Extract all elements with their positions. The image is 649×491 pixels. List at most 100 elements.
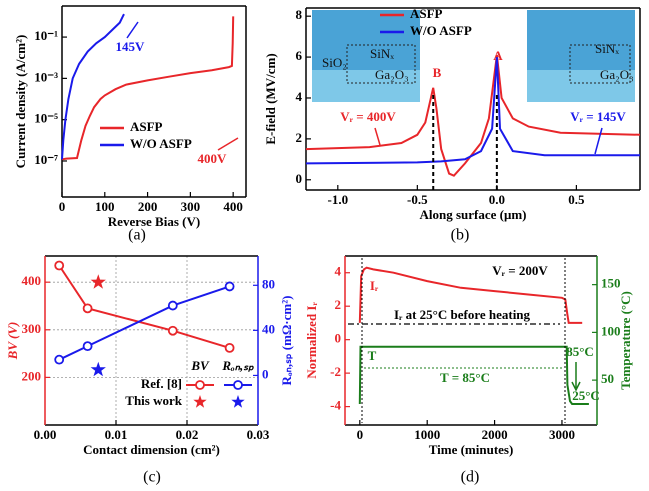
x-tick-label: 0 bbox=[357, 427, 364, 442]
x-tick-label: -1.0 bbox=[328, 192, 349, 207]
legend-swatch bbox=[231, 395, 245, 408]
x-tick-label: 200 bbox=[138, 199, 158, 214]
series-line bbox=[58, 285, 230, 361]
y-axis-title: E-field (MV/cm) bbox=[263, 53, 278, 144]
x-tick-label: 0.01 bbox=[105, 427, 128, 442]
annotation: B bbox=[433, 65, 442, 80]
marker bbox=[82, 341, 93, 352]
x-tick-label: 400 bbox=[223, 199, 243, 214]
y-tick-label: 200 bbox=[22, 368, 42, 383]
y-tick-label: 300 bbox=[22, 321, 42, 336]
legend-swatch bbox=[193, 395, 207, 408]
x-tick-label: 0.5 bbox=[568, 192, 585, 207]
y2-tick-label: 40 bbox=[262, 321, 275, 336]
x-axis-title: Time (minutes) bbox=[429, 442, 514, 457]
annotation: A bbox=[493, 48, 503, 63]
arrow bbox=[217, 137, 239, 151]
annotation: 400V bbox=[198, 151, 228, 166]
y-axis-title: Normalized Iᵣ bbox=[304, 302, 319, 379]
arrow bbox=[571, 362, 581, 392]
inset-zoom bbox=[346, 44, 416, 84]
legend-header: Rₒₙ,ₛₚ bbox=[221, 358, 254, 373]
inset-zoom bbox=[569, 44, 631, 84]
y2-tick-label: 80 bbox=[262, 276, 275, 291]
caption: (b) bbox=[451, 227, 470, 244]
legend-header: BV bbox=[190, 358, 210, 373]
series-line bbox=[58, 264, 230, 349]
y-tick-label: -2 bbox=[330, 364, 341, 379]
inset-label: SiNₓ bbox=[370, 46, 394, 61]
y-tick-label: 400 bbox=[22, 273, 42, 288]
y-tick-label: 4 bbox=[296, 89, 303, 104]
x-tick-label: 2000 bbox=[482, 427, 508, 442]
arrow bbox=[594, 127, 603, 155]
y2-tick-label: 0 bbox=[262, 366, 269, 381]
x-tick-label: 0 bbox=[59, 199, 66, 214]
arrow bbox=[126, 21, 139, 39]
inset-layer bbox=[527, 70, 635, 102]
legend-label: This work bbox=[125, 393, 182, 408]
series-line bbox=[61, 16, 235, 161]
inset-label: SiNₓ bbox=[595, 41, 619, 56]
x-axis-title: Reverse Bias (V) bbox=[108, 214, 200, 229]
annotation: T = 85°C bbox=[440, 370, 490, 385]
legend-label: W/O ASFP bbox=[410, 23, 472, 38]
legend-label: ASFP bbox=[130, 119, 163, 134]
x-tick-label: 3000 bbox=[549, 427, 575, 442]
y-tick-label: 2 bbox=[296, 130, 303, 145]
x-tick-label: 0.00 bbox=[34, 427, 57, 442]
annotation: Vᵣ = 145V bbox=[570, 109, 626, 124]
x-axis-title: Along surface (μm) bbox=[419, 207, 526, 222]
annotation: 145V bbox=[116, 39, 146, 54]
marker bbox=[224, 342, 235, 353]
y2-axis-title: Rₒₙ,ₛₚ (mΩ·cm²) bbox=[279, 296, 294, 386]
annotation: Vᵣ = 400V bbox=[340, 109, 396, 124]
marker bbox=[82, 303, 93, 314]
inset-label: Ga₂O₃ bbox=[375, 67, 409, 82]
caption: (c) bbox=[143, 469, 161, 486]
annotation: 85°C bbox=[566, 344, 594, 359]
y2-tick-label: 150 bbox=[601, 276, 621, 291]
marker bbox=[224, 281, 235, 292]
series-line bbox=[61, 13, 125, 160]
marker bbox=[54, 260, 65, 271]
x-tick-label: 0.03 bbox=[247, 427, 270, 442]
x-tick-label: 100 bbox=[95, 199, 115, 214]
y-tick-label: 6 bbox=[296, 48, 303, 63]
series-line bbox=[358, 266, 583, 324]
y-tick-label: 10⁻⁷ bbox=[34, 152, 58, 167]
legend-label: ASFP bbox=[410, 6, 443, 21]
x-tick-label: 1000 bbox=[414, 427, 440, 442]
y-tick-label: 10⁻¹ bbox=[34, 28, 58, 43]
caption: (d) bbox=[461, 469, 480, 486]
y-tick-label: 8 bbox=[296, 7, 303, 22]
x-axis-title: Contact dimension (cm²) bbox=[83, 442, 220, 457]
annotation: 25°C bbox=[572, 388, 600, 403]
annotation: Vᵣ = 200V bbox=[492, 263, 548, 278]
y2-tick-label: 50 bbox=[601, 371, 614, 386]
x-tick-label: 0.02 bbox=[176, 427, 199, 442]
y-tick-label: 10⁻⁵ bbox=[34, 111, 58, 126]
annotation: Iᵣ bbox=[370, 278, 379, 293]
arrow bbox=[374, 127, 381, 146]
marker bbox=[167, 325, 178, 336]
y-axis-title: BV (V) bbox=[5, 322, 20, 361]
series-line bbox=[305, 54, 641, 177]
legend-label: Ref. [8] bbox=[141, 376, 182, 391]
marker bbox=[167, 300, 178, 311]
annotation: Iᵣ at 25°C before heating bbox=[394, 307, 531, 322]
star-marker bbox=[90, 274, 106, 289]
legend-label: W/O ASFP bbox=[130, 136, 192, 151]
x-tick-label: 300 bbox=[181, 199, 201, 214]
marker bbox=[54, 354, 65, 365]
y-tick-label: 4 bbox=[335, 264, 342, 279]
inset-label: SiO₂ bbox=[322, 55, 347, 70]
series-line bbox=[358, 345, 589, 405]
legend-swatch bbox=[233, 380, 243, 390]
x-tick-label: -0.5 bbox=[407, 192, 428, 207]
inset-label: Ga₂O₃ bbox=[600, 67, 634, 82]
y2-axis-title: Temperature (°C) bbox=[618, 291, 633, 390]
y-axis-title: Current density (A/cm²) bbox=[13, 35, 28, 169]
star-marker bbox=[90, 361, 106, 377]
legend-swatch bbox=[195, 380, 205, 390]
